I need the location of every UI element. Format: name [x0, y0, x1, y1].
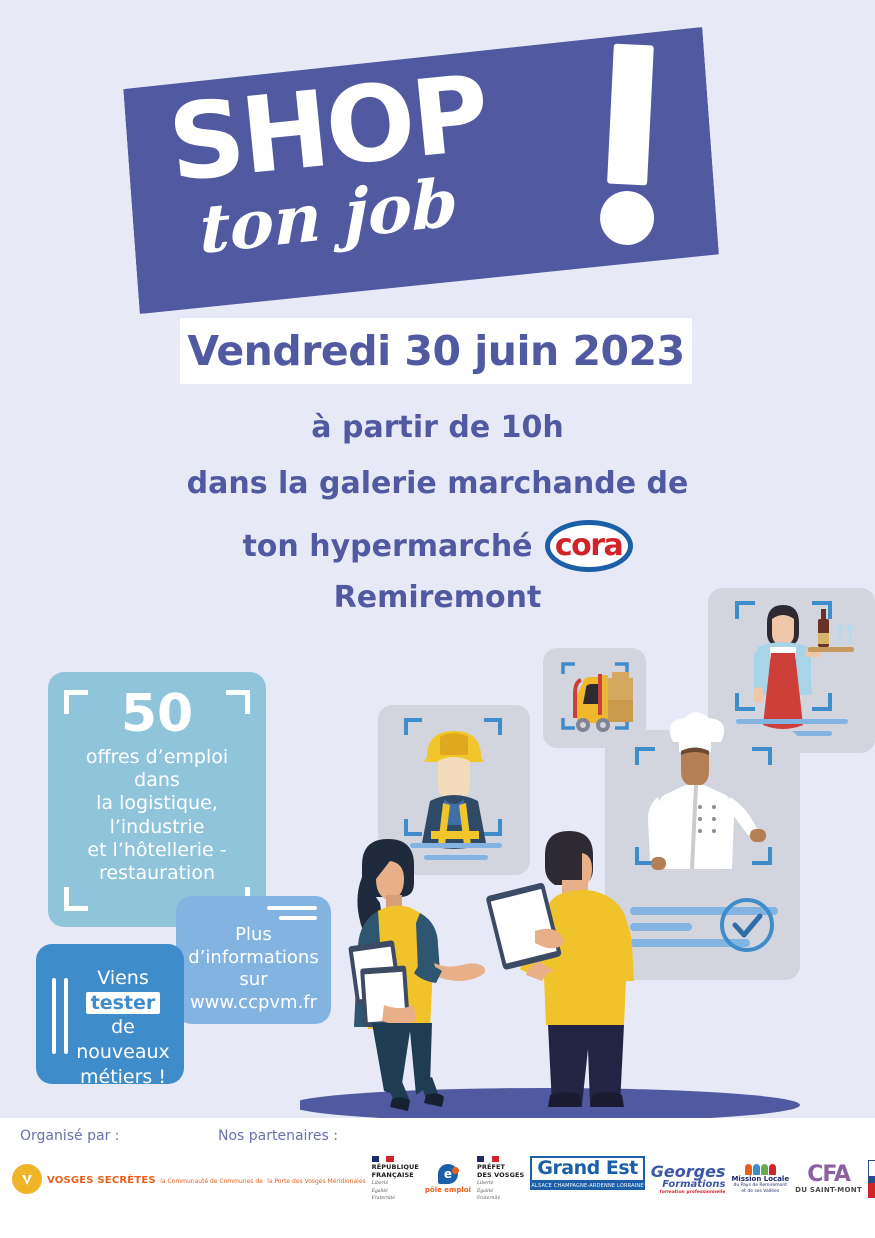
- waitress-card: [708, 588, 875, 753]
- mission-locale-subtitle-2: et de ses Vallées: [741, 1188, 780, 1194]
- logo-republique-francaise: RÉPUBLIQUE FRANÇAISE Liberté Égalité Fra…: [371, 1156, 419, 1202]
- man-candidate-figure: [486, 831, 634, 1107]
- logo-grand-est: Grand Est ALSACE CHAMPAGNE-ARDENNE LORRA…: [530, 1156, 645, 1202]
- event-city: Remiremont: [333, 580, 542, 615]
- chef-card: [605, 712, 800, 980]
- cora-logo-icon: cora: [544, 520, 633, 572]
- offres-line-5: et l’hôtellerie -: [87, 838, 227, 861]
- plus-line-1: Plus: [235, 924, 272, 945]
- grand-est-title: Grand Est: [530, 1156, 645, 1182]
- offres-line-2: dans: [134, 769, 180, 792]
- viens-highlight: tester: [85, 991, 161, 1014]
- prefet-devise-1: Liberté: [476, 1181, 494, 1187]
- footer: Organisé par : Nos partenaires : VOSGES …: [0, 1118, 875, 1238]
- check-badge-icon: [720, 898, 774, 952]
- uimm-title: UIMM: [868, 1160, 875, 1177]
- mission-locale-title: Mission Locale: [731, 1174, 790, 1183]
- illustration-group: [300, 575, 875, 1120]
- woman-recruiter-figure: [348, 839, 486, 1111]
- mission-locale-subtitle-1: du Pays de Remiremont: [733, 1183, 788, 1189]
- bracket-top-left-icon: [64, 690, 88, 714]
- vosges-secretes-subtitle-2: la Porte des Vosges Méridionales: [267, 1178, 366, 1185]
- offres-line-1: offres d’emploi: [85, 746, 229, 768]
- rf-devise-2: Égalité: [371, 1188, 388, 1194]
- rf-devise-1: Liberté: [371, 1181, 389, 1187]
- event-place-line2-row: ton hypermarché cora: [0, 520, 875, 572]
- construction-worker-card: [378, 705, 530, 875]
- logo-cfa-du-saint-mont: CFA DU SAINT-MONT: [795, 1156, 862, 1202]
- website-link[interactable]: www.ccpvm.fr: [189, 991, 318, 1013]
- plus-infos-box[interactable]: Plus d’informations sur www.ccpvm.fr: [176, 896, 331, 1024]
- chef-figure: [648, 712, 766, 870]
- offres-info-box: 50 offres d’emploi dans la logistique, l…: [48, 672, 266, 927]
- grand-est-subtitle: ALSACE CHAMPAGNE-ARDENNE LORRAINE: [530, 1181, 645, 1190]
- viens-tester-box: Viens tester de nouveaux métiers !: [36, 944, 184, 1088]
- clipboard-icon: [348, 940, 410, 1027]
- georges-title-1: Georges: [650, 1161, 726, 1181]
- logo-prefet-des-vosges: PRÉFET DES VOSGES Liberté Égalité Frater…: [476, 1156, 525, 1202]
- vertical-bar-2-icon: [64, 978, 68, 1054]
- event-time: à partir de 10h: [311, 410, 564, 445]
- event-place-line1: dans la galerie marchande de: [186, 466, 689, 501]
- logo-mission-locale: Mission Locale du Pays de Remiremont et …: [731, 1156, 789, 1202]
- event-place-line2: ton hypermarché: [242, 528, 533, 564]
- rf-devise-3: Fraternité: [371, 1196, 396, 1202]
- pole-emploi-bubble-icon: e: [437, 1164, 459, 1184]
- waitress-figure: [754, 605, 854, 729]
- viens-line-1: Viens: [97, 967, 149, 989]
- viens-line-5: métiers !: [80, 1065, 166, 1088]
- event-date-band: Vendredi 30 juin 2023: [180, 318, 692, 384]
- title-banner: SHOP ton job: [122, 27, 720, 314]
- vertical-bar-1-icon: [52, 978, 56, 1054]
- logo-row: VOSGES SECRÈTES la Communauté de Commune…: [12, 1154, 875, 1204]
- offres-line-4: l’industrie: [109, 815, 205, 838]
- construction-worker-figure: [422, 731, 486, 849]
- french-flag-icon: [476, 1156, 499, 1163]
- pole-emploi-title: pôle emploi: [424, 1186, 471, 1194]
- organised-by-label: Organisé par :: [20, 1128, 120, 1144]
- exclamation-dot-icon: [598, 189, 656, 247]
- people-group-icon: [744, 1163, 776, 1175]
- bar-line-2-icon: [279, 916, 317, 920]
- partners-label: Nos partenaires :: [218, 1128, 338, 1144]
- plus-line-3: sur: [239, 969, 268, 990]
- bar-line-1-icon: [267, 906, 317, 910]
- vosges-secretes-title: VOSGES SECRÈTES: [47, 1175, 156, 1186]
- uimm-mid: PÔLE FORMATION: [868, 1176, 875, 1183]
- forklift-icon: [573, 672, 633, 732]
- french-flag-icon: [371, 1156, 394, 1163]
- cfa-title: CFA: [807, 1162, 851, 1187]
- prefet-title-2: DES VOSGES: [476, 1170, 525, 1179]
- cora-logo-text: cora: [554, 528, 624, 563]
- rf-title-2: FRANÇAISE: [371, 1170, 414, 1179]
- logo-georges-formations: Georges Formations formation professionn…: [651, 1156, 726, 1202]
- forklift-card: [543, 648, 646, 748]
- bracket-top-right-icon: [226, 690, 250, 714]
- cfa-subtitle: DU SAINT-MONT: [795, 1186, 863, 1194]
- prefet-title-1: PRÉFET: [476, 1163, 506, 1172]
- bracket-bottom-left-icon: [64, 887, 88, 911]
- rf-title-1: RÉPUBLIQUE: [371, 1163, 419, 1172]
- offres-line-3: la logistique,: [96, 792, 218, 815]
- viens-line-4: nouveaux: [76, 1041, 170, 1064]
- heart-icon: [12, 1164, 42, 1194]
- offres-line-6: restauration: [99, 861, 215, 884]
- plus-line-2: d’informations: [188, 946, 319, 968]
- prefet-devise-3: Fraternité: [476, 1196, 501, 1202]
- georges-subtitle: formation professionnelle: [659, 1189, 726, 1195]
- exclamation-bar-icon: [607, 44, 654, 186]
- offres-count: 50: [120, 684, 194, 744]
- logo-uimm: UIMM PÔLE FORMATION LA FABRIQUE DE L’AVE…: [868, 1156, 875, 1202]
- vosges-secretes-subtitle-1: la Communauté de Communes de: [160, 1178, 263, 1185]
- logo-pole-emploi: e pôle emploi: [425, 1156, 471, 1202]
- tablet-icon: [486, 882, 562, 970]
- prefet-devise-2: Égalité: [476, 1188, 494, 1194]
- event-date: Vendredi 30 juin 2023: [187, 327, 685, 375]
- georges-title-2: Formations: [662, 1178, 726, 1190]
- logo-vosges-secretes: VOSGES SECRÈTES la Communauté de Commune…: [12, 1156, 366, 1202]
- viens-line-3: de: [111, 1016, 135, 1039]
